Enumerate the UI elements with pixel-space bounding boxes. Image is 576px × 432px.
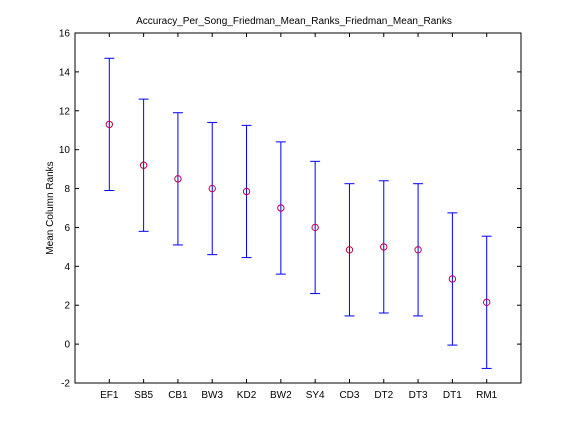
x-tick-label: BW3 [201,390,223,401]
axes-box [74,32,522,384]
mean-rank-marker [311,223,319,232]
y-tick-label: -2 [61,379,70,390]
mean-rank-marker [448,275,457,283]
mean-rank-marker [139,161,148,169]
chart-title: Accuracy_Per_Song_Friedman_Mean_Ranks_Fr… [136,16,452,27]
y-axis-label: Mean Column Ranks [45,161,56,254]
x-tick-label: CD3 [339,390,359,401]
mean-rank-marker [380,243,388,251]
y-tick-label: 14 [59,67,71,78]
x-tick-label: KD2 [237,390,257,401]
x-tick-label: EF1 [100,390,119,401]
mean-rank-marker [277,204,285,212]
x-tick-label: BW2 [270,390,292,401]
mean-rank-marker [174,175,182,183]
mean-rank-marker [345,246,354,254]
y-tick-label: 12 [59,106,71,117]
mean-rank-marker [242,187,251,196]
y-tick-label: 2 [64,301,70,312]
mean-rank-marker [414,246,422,254]
y-tick-label: 6 [64,223,70,234]
x-tick-label: DT3 [409,390,428,401]
mean-rank-marker [208,184,216,193]
plot-area: -2 0 2 4 6 8 10 12 14 16 EF1 SB5 CB1 BW3 KD2 BW2 SY4 CD3 D… [59,29,522,401]
y-tick-label: 16 [59,29,71,40]
y-tick-label: 0 [64,340,70,351]
y-tick-label: 8 [64,184,70,195]
y-tick-label: 10 [59,145,71,156]
x-tick-label: DT2 [374,390,393,401]
mean-rank-marker [105,120,114,129]
x-tick-label: RM1 [476,390,498,401]
x-tick-label: DT1 [443,390,462,401]
y-tick-label: 4 [64,262,70,273]
x-tick-label: SY4 [306,390,325,401]
x-tick-label: CB1 [168,390,188,401]
x-tick-label: SB5 [134,390,153,401]
mean-rank-marker [482,298,491,307]
